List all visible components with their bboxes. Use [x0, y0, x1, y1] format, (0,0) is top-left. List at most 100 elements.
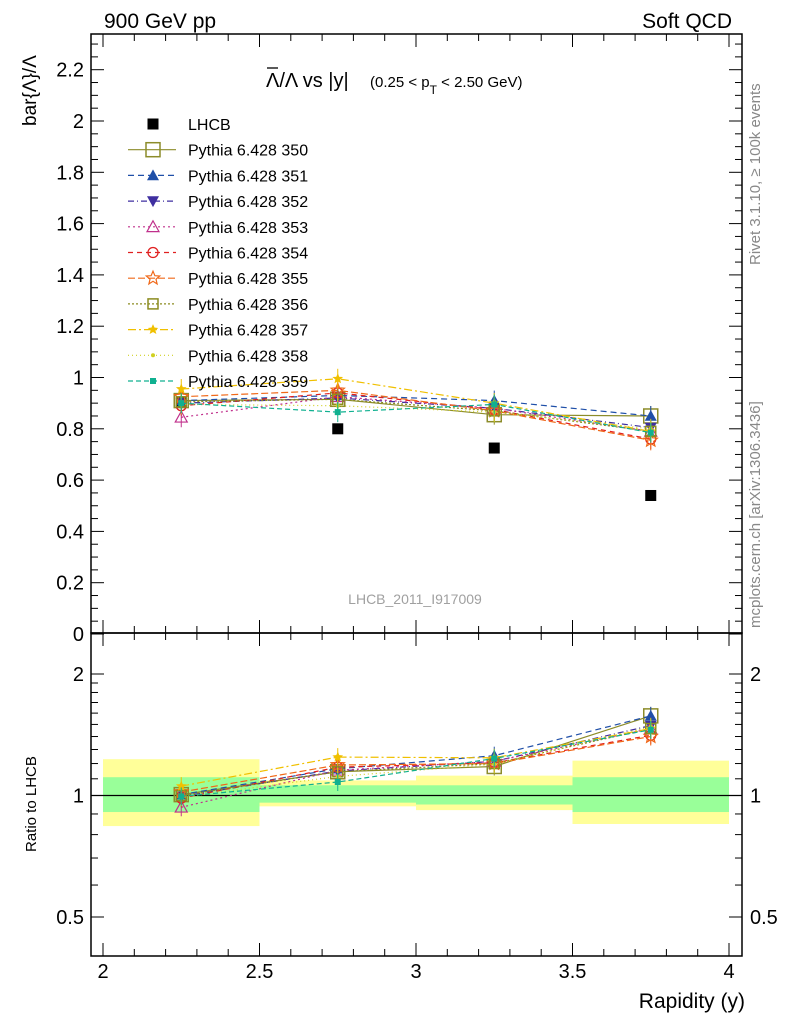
series-p352 [175, 388, 657, 438]
point-LHCB [645, 489, 657, 501]
xtick-label: 2 [97, 961, 108, 983]
series-line-p352 [181, 397, 651, 429]
xaxis-label: Rapidity (y) [639, 990, 745, 1013]
point-p353 [174, 410, 189, 423]
legend-label-p351: Pythia 6.428 351 [188, 168, 308, 185]
legend-label-p356: Pythia 6.428 356 [188, 297, 308, 314]
point-LHCB [332, 423, 344, 435]
series-p353 [174, 386, 658, 442]
ratio-point-p359 [647, 726, 654, 733]
xtick-label: 3.5 [559, 961, 587, 983]
legend-label-LHCB: LHCB [188, 117, 231, 134]
point-p359 [491, 401, 498, 408]
legend-label-p350: Pythia 6.428 350 [188, 143, 308, 160]
main-ytick-label: 1 [73, 368, 84, 390]
ratio-line-p353 [181, 727, 651, 808]
point-p357 [175, 383, 187, 394]
series-line-p357 [181, 378, 651, 432]
main-ytick-label: 0 [73, 624, 84, 646]
series-line-p353 [181, 396, 651, 432]
point-p359 [647, 429, 654, 436]
point-p357 [332, 373, 344, 384]
main-ytick-label: 0.8 [56, 419, 84, 441]
legend-label-p355: Pythia 6.428 355 [188, 271, 308, 288]
legend-marker-p354 [147, 246, 159, 259]
legend-marker-LHCB [147, 118, 159, 130]
ratio-point-p359 [491, 755, 498, 762]
legend-marker-p359 [150, 378, 156, 384]
point-p351 [644, 409, 657, 421]
main-ytick-label: 1.6 [56, 214, 84, 236]
series-line-p355 [181, 389, 651, 441]
ratio-point-p351 [644, 709, 657, 721]
title-cut: (0.25 < pT < 2.50 GeV) [370, 74, 522, 97]
header-right-label: Soft QCD [642, 10, 732, 33]
series-line-p359 [181, 402, 651, 434]
ratio-ytick-label: 1 [73, 786, 84, 808]
main-ytick-label: 2 [73, 111, 84, 133]
point-p355 [642, 431, 659, 448]
ratio-point-p353 [174, 800, 189, 813]
legend-label-p352: Pythia 6.428 352 [188, 194, 308, 211]
uncertainty-band-inner [572, 777, 729, 813]
legend-label-p357: Pythia 6.428 357 [188, 323, 308, 340]
mcplots-label: mcplots.cern.ch [arXiv:1306.3436] [747, 401, 764, 628]
main-ytick-label: 1.2 [56, 316, 84, 338]
ratio-line-p355 [181, 735, 651, 793]
legend-marker-p357 [147, 324, 159, 335]
main-ytick-label: 0.4 [56, 521, 84, 543]
ratio-point-p357 [332, 751, 344, 762]
series-LHCB [175, 396, 657, 501]
main-ytick-label: 1.8 [56, 162, 84, 184]
point-p359 [334, 409, 341, 416]
ratio-line-p356 [181, 727, 651, 797]
ratio-ytick-label: 0.5 [56, 907, 84, 929]
main-ytick-label: 0.2 [56, 573, 84, 595]
plot-title: Λ/Λ vs |y| (0.25 < pT < 2.50 GeV) [266, 67, 522, 97]
xtick-label: 3 [410, 961, 421, 983]
legend-marker-p358 [151, 353, 155, 358]
legend-marker-p352 [147, 196, 159, 208]
ratio-ytick-label: 2 [73, 664, 84, 686]
legend-marker-p353 [145, 219, 161, 233]
main-ytick-label: 0.6 [56, 470, 84, 492]
legend-label-p359: Pythia 6.428 359 [188, 374, 308, 391]
legend-marker-p350 [145, 141, 161, 158]
header-left-label: 900 GeV pp [104, 10, 216, 33]
point-p359 [178, 400, 185, 407]
series-line-p354 [181, 392, 651, 440]
legend-label-p358: Pythia 6.428 358 [188, 348, 308, 365]
series-p350 [173, 389, 659, 426]
uncertainty-band-inner [259, 785, 416, 803]
main-ytick-label: 2.2 [56, 60, 84, 82]
title-main: Λ/Λ vs |y| [266, 70, 349, 92]
xtick-label: 2.5 [246, 961, 274, 983]
series-p359 [178, 393, 654, 443]
ratio-ytick-label-right: 1 [750, 786, 761, 808]
main-ylabel: bar{Λ}/Λ [20, 55, 41, 126]
series-line-p356 [181, 398, 651, 432]
main-ytick-label: 1.4 [56, 265, 84, 287]
legend-label-p353: Pythia 6.428 353 [188, 220, 308, 237]
ratio-series-p359 [178, 720, 654, 806]
legend-marker-p351 [147, 169, 159, 181]
ratio-ytick-label-right: 2 [750, 664, 761, 686]
legend-marker-p355 [144, 269, 162, 286]
analysis-watermark: LHCB_2011_I917009 [348, 591, 482, 607]
ratio-point-p359 [334, 779, 341, 786]
xtick-label: 4 [723, 961, 734, 983]
series-line-p350 [181, 398, 651, 417]
ratio-line-p357 [181, 727, 651, 787]
legend: LHCB Pythia 6.428 350 Pythia 6.428 351 Pyth… [128, 117, 308, 391]
rivet-version-label: Rivet 3.1.10, ≥ 100k events [747, 83, 764, 265]
legend-marker-p356 [147, 298, 159, 310]
series-line-p351 [181, 394, 651, 417]
legend-label-p354: Pythia 6.428 354 [188, 246, 308, 263]
ratio-ytick-label-right: 0.5 [750, 907, 778, 929]
point-LHCB [488, 442, 500, 454]
ratio-line-p359 [181, 729, 651, 797]
ratio-point-p359 [178, 793, 185, 800]
ratio-line-p354 [181, 734, 651, 799]
ratio-ylabel: Ratio to LHCB [23, 756, 40, 852]
